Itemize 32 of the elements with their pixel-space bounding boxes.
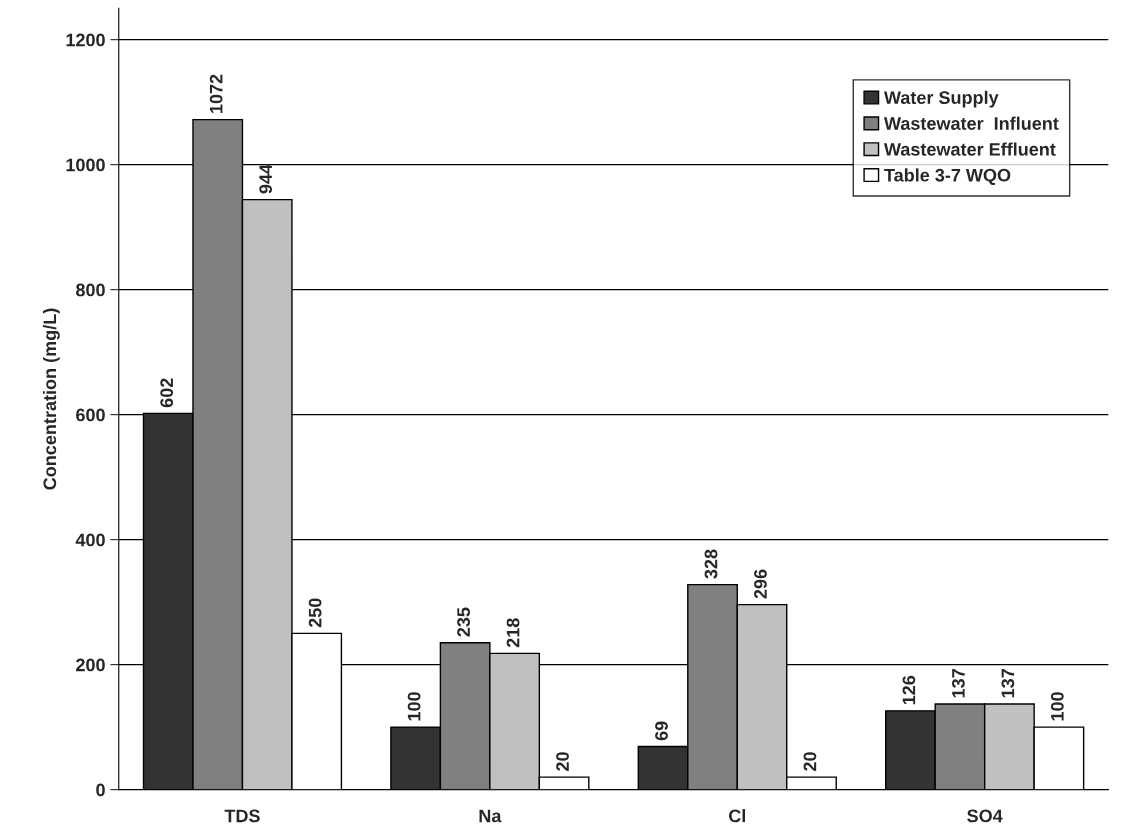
data-label: 137 xyxy=(1001,669,1015,698)
x-tick-label: Na xyxy=(479,809,502,823)
data-label: 250 xyxy=(308,598,322,628)
data-label: 235 xyxy=(457,607,470,637)
y-tick-label: 1200 xyxy=(66,33,105,47)
x-tick-label: Cl xyxy=(728,809,746,823)
data-label: 1072 xyxy=(209,74,223,113)
y-tick-label: 400 xyxy=(75,533,105,547)
y-tick-label: 600 xyxy=(76,408,105,422)
x-tick-label: TDS xyxy=(224,809,260,823)
y-tick-label: 1000 xyxy=(66,158,105,172)
data-label: 137 xyxy=(952,669,965,698)
data-label: 20 xyxy=(803,752,817,771)
data-label: 100 xyxy=(407,692,421,721)
data-label: 100 xyxy=(1050,692,1064,721)
data-label: 126 xyxy=(902,675,916,705)
data-label: 296 xyxy=(754,569,767,599)
data-label: 69 xyxy=(655,721,668,741)
data-label: 20 xyxy=(556,752,569,771)
y-tick-label: 800 xyxy=(76,283,105,297)
x-tick-label: SO4 xyxy=(967,809,1003,823)
legend-label: Table 3-7 WQO xyxy=(884,168,1011,185)
legend-label: Wastewater Influent xyxy=(883,116,1059,130)
data-label: 218 xyxy=(506,618,520,648)
y-axis-title: Concentration (mg/L) xyxy=(42,308,60,490)
y-tick-label: 200 xyxy=(76,658,105,672)
legend-label: Wastewater Effluent xyxy=(883,142,1056,156)
data-label: 944 xyxy=(259,164,273,194)
data-label: 328 xyxy=(704,549,718,579)
data-label: 602 xyxy=(160,378,174,408)
legend-label: Water Supply xyxy=(883,90,999,108)
y-tick-label: 0 xyxy=(96,783,105,797)
